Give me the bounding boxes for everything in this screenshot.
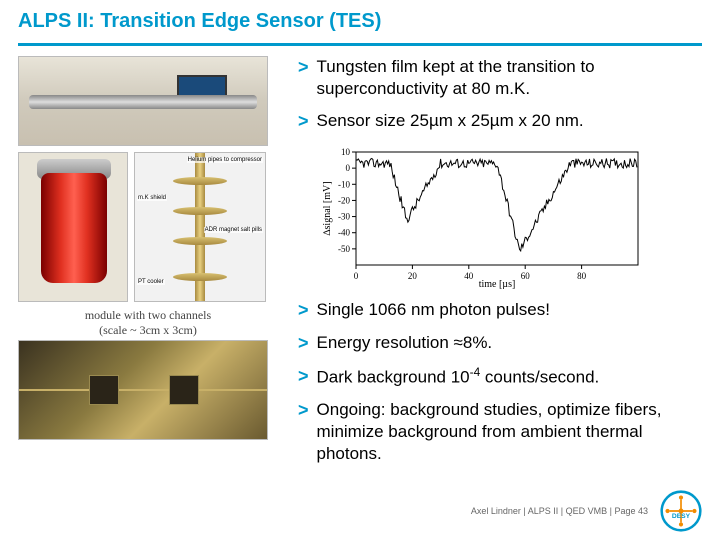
insert-photo: Helium pipes to compressor m.K shield AD…: [134, 152, 266, 302]
bullet-marker: >: [298, 299, 309, 322]
cryostat-photo: [18, 152, 128, 302]
insert-label-a: Helium pipes to compressor: [187, 157, 263, 163]
svg-text:0: 0: [346, 163, 351, 173]
svg-text:60: 60: [521, 271, 531, 281]
bullet-text: Ongoing: background studies, optimize fi…: [317, 399, 702, 465]
svg-text:0: 0: [354, 271, 359, 281]
bullet-item: > Ongoing: background studies, optimize f…: [298, 399, 702, 465]
module-photo: [18, 340, 268, 440]
svg-text:-10: -10: [338, 179, 350, 189]
svg-text:-40: -40: [338, 227, 350, 237]
svg-text:time [µs]: time [µs]: [479, 279, 516, 289]
bullet-marker: >: [298, 399, 309, 422]
bullet-item: > Single 1066 nm photon pulses!: [298, 299, 702, 322]
page-title: ALPS II: Transition Edge Sensor (TES): [18, 10, 702, 33]
bullet-item: > Sensor size 25µm x 25µm x 20 nm.: [298, 110, 702, 133]
module-caption: module with two channels (scale ~ 3cm x …: [18, 308, 278, 338]
image-column: Helium pipes to compressor m.K shield AD…: [18, 56, 278, 475]
bullet-text: Dark background 10-4 counts/second.: [317, 365, 600, 389]
svg-text:-30: -30: [338, 211, 350, 221]
footer: Axel Lindner | ALPS II | QED VMB | Page …: [471, 490, 702, 532]
bullet-text: Tungsten film kept at the transition to …: [317, 56, 702, 100]
svg-text:∆signal [mV]: ∆signal [mV]: [322, 181, 333, 235]
bullet-marker: >: [298, 56, 309, 79]
svg-text:-50: -50: [338, 243, 350, 253]
text-column: > Tungsten film kept at the transition to…: [278, 56, 702, 475]
svg-text:-20: -20: [338, 195, 350, 205]
bullet-item: > Energy resolution ≈8%.: [298, 332, 702, 355]
lab-photo: [18, 56, 268, 146]
svg-text:20: 20: [408, 271, 418, 281]
bullet-marker: >: [298, 332, 309, 355]
svg-text:DESY: DESY: [672, 513, 691, 520]
bullet-text: Energy resolution ≈8%.: [317, 332, 493, 354]
signal-chart: 10 0 -10 -20 -30 -40 -50 0 20 40 60 80 time [µs] ∆sig…: [318, 144, 648, 289]
bullet-item: > Tungsten film kept at the transition to…: [298, 56, 702, 100]
svg-text:80: 80: [577, 271, 587, 281]
bullet-text: Single 1066 nm photon pulses!: [317, 299, 550, 321]
bullet-marker: >: [298, 110, 309, 133]
insert-label-b: m.K shield: [137, 195, 167, 201]
svg-text:40: 40: [464, 271, 474, 281]
bullet-item: > Dark background 10-4 counts/second.: [298, 365, 702, 389]
insert-label-c: ADR magnet salt pills: [204, 227, 263, 233]
desy-logo: DESY: [660, 490, 702, 532]
bullet-text: Sensor size 25µm x 25µm x 20 nm.: [317, 110, 584, 132]
bullet-marker: >: [298, 365, 309, 388]
insert-label-d: PT cooler: [137, 279, 165, 285]
footer-text: Axel Lindner | ALPS II | QED VMB | Page …: [471, 506, 648, 516]
svg-text:10: 10: [341, 147, 351, 157]
